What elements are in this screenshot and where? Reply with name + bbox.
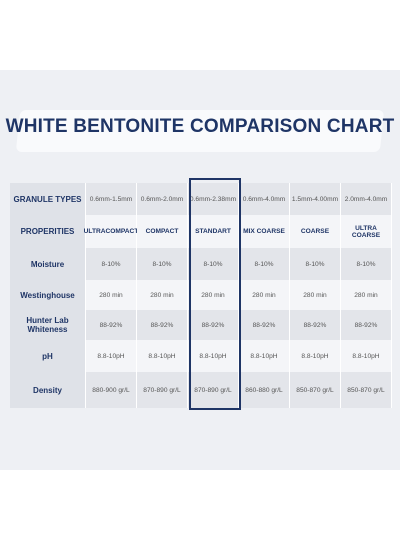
table-cell: 880-900 gr/L	[86, 372, 137, 408]
table-cell: 88-92%	[239, 310, 290, 340]
table-cell: 8-10%	[137, 248, 188, 280]
table-cell: 8-10%	[86, 248, 137, 280]
highlight-column	[189, 178, 241, 410]
table-cell: 280 min	[290, 280, 341, 310]
row-label: Westinghouse	[10, 280, 86, 310]
table-cell: 0.6mm-1.5mm	[86, 183, 137, 215]
comparison-table: GRANULE TYPES 0.6mm-1.5mm 0.6mm-2.0mm 0.6mm…	[10, 183, 392, 408]
table-row: Moisture 8-10% 8-10% 8-10% 8-10% 8-10% 8-10%	[10, 248, 392, 280]
table-cell: 1.5mm-4.00mm	[290, 183, 341, 215]
table-cell: 88-92%	[341, 310, 392, 340]
table-cell: 280 min	[137, 280, 188, 310]
row-label: PROPERITIES	[10, 215, 86, 248]
table-cell: 8.8-10pH	[137, 340, 188, 372]
table-row: Westinghouse 280 min 280 min 280 min 280 min…	[10, 280, 392, 310]
table-cell: MIX COARSE	[239, 215, 290, 248]
row-label: GRANULE TYPES	[10, 183, 86, 215]
table-cell: COMPACT	[137, 215, 188, 248]
table-cell: 8-10%	[239, 248, 290, 280]
table-cell: 8.8-10pH	[188, 340, 239, 372]
table-cell: 0.6mm-2.0mm	[137, 183, 188, 215]
table-row: pH 8.8-10pH 8.8-10pH 8.8-10pH 8.8-10pH 8.8-10…	[10, 340, 392, 372]
table-cell: 8-10%	[188, 248, 239, 280]
table-cell: 280 min	[188, 280, 239, 310]
table-cell: 8.8-10pH	[239, 340, 290, 372]
table-cell: 850-870 gr/L	[290, 372, 341, 408]
table-cell: 88-92%	[86, 310, 137, 340]
table-cell: 870-890 gr/L	[137, 372, 188, 408]
table-cell: 2.0mm-4.0mm	[341, 183, 392, 215]
title: WHITE BENTONITE COMPARISON CHART	[5, 116, 395, 137]
table-cell: 870-890 gr/L	[188, 372, 239, 408]
table-cell: 8.8-10pH	[86, 340, 137, 372]
row-label: Density	[10, 372, 86, 408]
table-row: PROPERITIES ULTRACOMPACT COMPACT STANDART MI…	[10, 215, 392, 248]
table-cell: 8-10%	[341, 248, 392, 280]
table-cell: ULTRA COARSE	[341, 215, 392, 248]
table-cell: 0.6mm-2.38mm	[188, 183, 239, 215]
table-cell: 8.8-10pH	[341, 340, 392, 372]
table-cell: 8-10%	[290, 248, 341, 280]
table-cell: 850-870 gr/L	[341, 372, 392, 408]
table-cell: COARSE	[290, 215, 341, 248]
row-label: pH	[10, 340, 86, 372]
table-cell: 280 min	[86, 280, 137, 310]
table-cell: 8.8-10pH	[290, 340, 341, 372]
table-row: Hunter Lab Whiteness 88-92% 88-92% 88-92% 88…	[10, 310, 392, 340]
table-cell: 280 min	[239, 280, 290, 310]
row-label: Hunter Lab Whiteness	[10, 310, 86, 340]
table-cell: 88-92%	[137, 310, 188, 340]
table-cell: 0.6mm-4.0mm	[239, 183, 290, 215]
table-row: GRANULE TYPES 0.6mm-1.5mm 0.6mm-2.0mm 0.6mm…	[10, 183, 392, 215]
table-cell: ULTRACOMPACT	[84, 215, 138, 248]
table-cell: 88-92%	[290, 310, 341, 340]
table-cell: STANDART	[188, 215, 239, 248]
row-label: Moisture	[10, 248, 86, 280]
table-row: Density 880-900 gr/L 870-890 gr/L 870-890 g…	[10, 372, 392, 408]
table-cell: 860-880 gr/L	[239, 372, 290, 408]
table-cell: 280 min	[341, 280, 392, 310]
table-cell: 88-92%	[188, 310, 239, 340]
